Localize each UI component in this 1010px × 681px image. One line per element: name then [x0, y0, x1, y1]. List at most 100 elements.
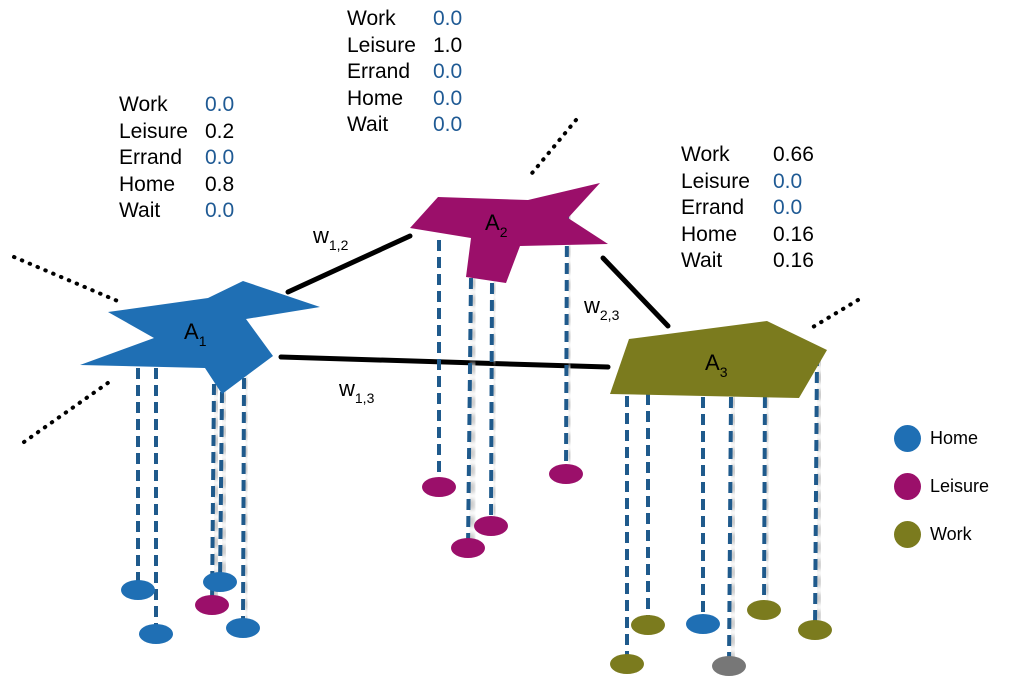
node-label-a3: A3 [705, 350, 728, 380]
activity-label: Errand [681, 196, 745, 219]
activity-probability: 1.0 [433, 33, 463, 57]
drop-line [218, 391, 224, 583]
legend-item-home: Home [894, 424, 989, 452]
drop-line-shadow [211, 383, 221, 606]
table-row: Errand 0.0 [119, 145, 234, 172]
drop-line [489, 282, 494, 527]
edge-label-w13: w1,3 [338, 376, 375, 406]
table-row: Home 0.16 [681, 222, 814, 249]
location-marker-work [798, 620, 832, 640]
activity-label: Leisure [347, 33, 416, 57]
leisure-dot-icon [894, 472, 921, 500]
activity-probability: 0.16 [773, 249, 814, 272]
node-label-a1: A1 [184, 319, 207, 349]
drop-line-shadow [242, 377, 251, 629]
activity-label: Work [681, 143, 730, 166]
table-row: Errand 0.0 [347, 59, 462, 86]
activity-label: Leisure [119, 119, 188, 143]
stub-a3 [806, 298, 860, 332]
work-dot-icon [894, 520, 921, 548]
drop-line-shadow [490, 282, 499, 527]
location-marker-home [226, 618, 260, 638]
location-marker-other [712, 656, 746, 676]
activity-label: Wait [347, 113, 389, 136]
agent-shapes [80, 183, 827, 398]
drop-line [210, 383, 216, 606]
legend-label-work: Work [930, 523, 972, 544]
table-row: Errand 0.0 [681, 195, 814, 222]
drop-line [727, 396, 733, 667]
dotted-edge-stubs [12, 118, 860, 444]
table-row: Work 0.66 [681, 142, 814, 169]
drop-line-shadow [467, 277, 478, 549]
location-marker-home [686, 614, 720, 634]
drop-line [466, 277, 473, 549]
table-row: Home 0.0 [347, 86, 462, 113]
node-label-a2: A2 [485, 210, 508, 240]
home-dot-icon [894, 424, 921, 452]
table-row: Work 0.0 [347, 6, 462, 33]
location-marker-work [610, 654, 644, 674]
drop-lines [136, 211, 824, 667]
activity-label: Wait [119, 199, 161, 222]
table-row: Home 0.8 [119, 172, 234, 199]
activity-label: Home [119, 172, 176, 196]
location-marker-home [139, 624, 173, 644]
table-row: Leisure 0.0 [681, 169, 814, 196]
drop-line-shadow [728, 396, 738, 667]
legend-item-work: Work [894, 520, 989, 548]
location-marker-home [203, 572, 237, 592]
activity-probability: 0.0 [433, 113, 463, 136]
location-marker-work [747, 600, 781, 620]
activity-probability: 0.16 [773, 222, 814, 246]
activity-table-a2: Work 0.0 Leisure 1.0 Errand 0.0 Home 0.0 Wait 0.0 [347, 6, 462, 139]
drop-line [564, 211, 569, 475]
drop-line-shadow [763, 379, 772, 611]
activity-probability: 0.0 [773, 196, 803, 219]
table-row: Wait 0.16 [681, 248, 814, 275]
activity-table-a1: Work 0.0 Leisure 0.2 Errand 0.0 Home 0.8 Wait 0.0 [119, 92, 234, 225]
activity-table-a3: Work 0.66 Leisure 0.0 Errand 0.0 Home 0.16 Wait 0… [681, 142, 814, 275]
activity-label: Leisure [681, 169, 750, 193]
agent-a1-shape [80, 281, 320, 394]
activity-label: Wait [681, 249, 723, 272]
activity-label: Work [347, 7, 396, 30]
edge-a1-a2 [285, 233, 413, 295]
table-row: Work 0.0 [119, 92, 234, 119]
activity-label: Work [119, 93, 168, 116]
activity-probability: 0.0 [205, 146, 235, 169]
activity-probability: 0.2 [205, 119, 235, 143]
agent-a2-shape [410, 183, 608, 283]
legend-label-home: Home [930, 427, 979, 448]
activity-label: Home [681, 222, 738, 246]
location-marker-home [121, 580, 155, 600]
location-marker-leisure [474, 516, 508, 536]
edge-label-w12: w1,2 [312, 223, 349, 253]
location-marker-leisure [422, 477, 456, 497]
activity-label: Home [347, 86, 404, 110]
table-row: Wait 0.0 [347, 112, 462, 139]
activity-probability: 0.0 [205, 199, 235, 222]
activity-probability: 0.66 [773, 143, 814, 166]
edge-label-w23: w2,3 [583, 293, 620, 323]
drop-line [241, 377, 246, 629]
legend-item-leisure: Leisure [894, 472, 989, 500]
activity-probability: 0.0 [773, 169, 803, 193]
table-row: Wait 0.0 [119, 198, 234, 225]
drop-line [813, 354, 819, 631]
location-marker-leisure [195, 595, 229, 615]
activity-probability: 0.8 [205, 172, 235, 196]
activity-label: Errand [119, 146, 183, 169]
legend-label-leisure: Leisure [930, 475, 990, 496]
table-row: Leisure 1.0 [347, 33, 462, 60]
stub-a1-upper [12, 255, 122, 304]
location-marker-leisure [451, 538, 485, 558]
activity-probability: 0.0 [205, 93, 235, 116]
activity-probability: 0.0 [433, 7, 463, 30]
activity-probability: 0.0 [433, 60, 463, 83]
location-marker-leisure [549, 464, 583, 484]
activity-label: Errand [347, 60, 411, 83]
stub-a1-lower [22, 378, 114, 444]
location-marker-work [631, 615, 665, 635]
